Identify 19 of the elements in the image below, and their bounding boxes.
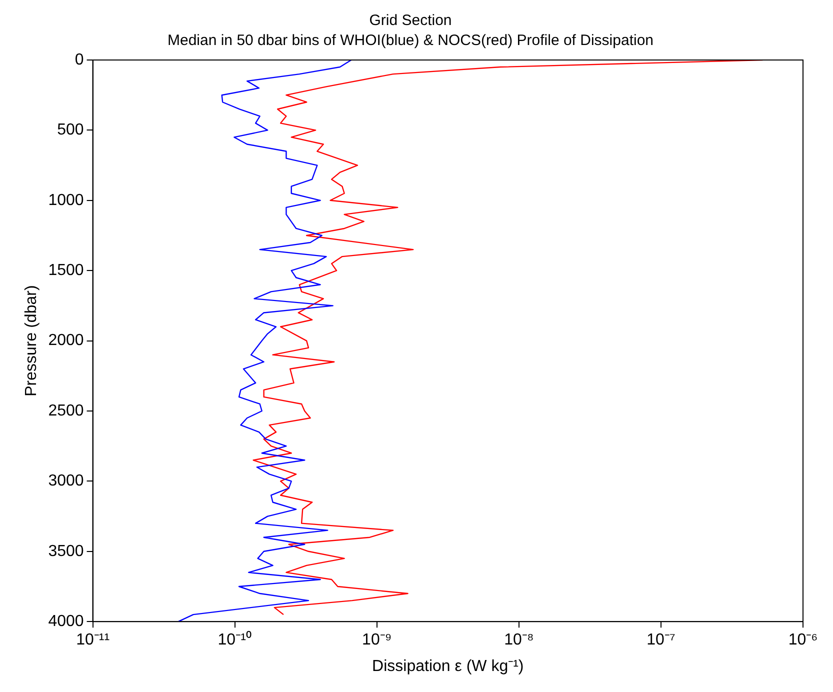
y-tick-label: 500: [57, 122, 84, 139]
y-tick-label: 2000: [48, 332, 84, 350]
x-tick-label: 10⁻⁶: [788, 632, 818, 649]
y-tick-label: 4000: [48, 613, 84, 630]
y-axis-title: Pressure (dbar): [23, 285, 40, 396]
y-tick-label: 0: [74, 51, 84, 68]
y-tick-label: 1000: [48, 192, 84, 209]
x-tick-label: 10⁻⁸: [504, 632, 534, 649]
x-tick-label: 10⁻⁷: [646, 632, 676, 649]
x-tick-label: 10⁻⁹: [362, 632, 392, 649]
chart-title: Grid Section: [369, 12, 452, 30]
x-axis-title: Dissipation ε (W kg⁻¹): [372, 658, 524, 675]
y-tick-label: 2500: [48, 402, 84, 420]
x-tick-label: 10⁻¹¹: [76, 632, 110, 649]
y-tick-label: 3000: [48, 472, 84, 490]
y-tick-label: 1500: [48, 262, 84, 280]
x-tick-label: 10⁻¹⁰: [218, 630, 252, 649]
chart-subtitle: Median in 50 dbar bins of WHOI(blue) & NOCS(red) Profile of Dissipation: [167, 32, 654, 50]
y-tick-label: 3500: [48, 542, 84, 560]
